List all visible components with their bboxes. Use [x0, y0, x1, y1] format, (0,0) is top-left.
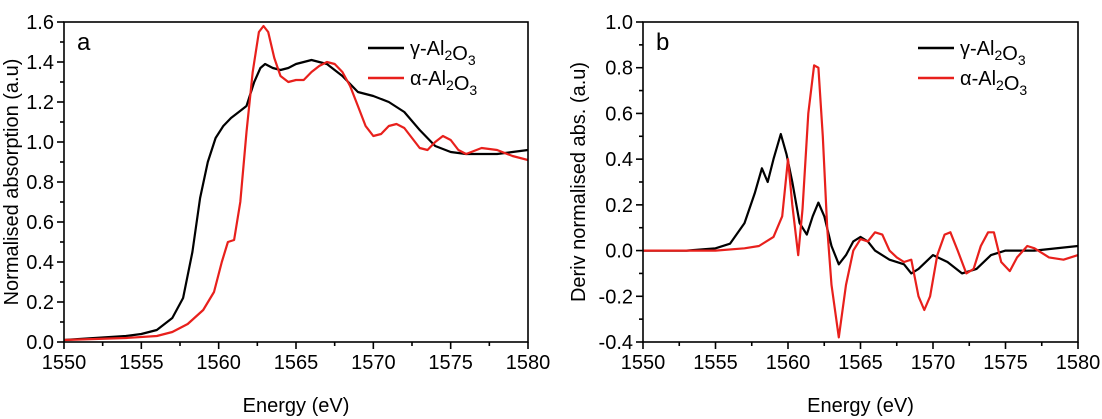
panel-letter: b: [656, 29, 669, 56]
y-tick-label: 0.6: [605, 103, 633, 125]
plot-frame: [642, 21, 1079, 343]
x-tick-label: 1550: [621, 352, 666, 374]
x-tick-label: 1580: [506, 352, 551, 374]
x-tick-label: 1575: [428, 352, 473, 374]
x-tick-label: 1570: [911, 352, 956, 374]
series-line-alpha: [643, 64, 1078, 339]
x-tick-label: 1570: [351, 352, 396, 374]
chart-panel-a: 1550 1555 1560 1565 1570 1575 1580 0.0 0.2 0.4 0.6…: [1, 12, 550, 417]
x-tick-label: 1575: [983, 352, 1028, 374]
x-tick-label: 1555: [693, 352, 738, 374]
x-tick-label: 1560: [766, 352, 811, 374]
y-tick-label: 0.4: [605, 149, 633, 171]
series-line-gamma: [643, 132, 1078, 275]
panel-letter: a: [77, 29, 91, 56]
x-axis-title: Energy (eV): [807, 395, 914, 417]
y-tick-label: 1.4: [26, 52, 54, 74]
x-tick-label: 1550: [42, 352, 87, 374]
y-tick-label: 0.0: [26, 332, 54, 354]
legend-label: α-Al2O3: [960, 68, 1027, 98]
plot-frame: [63, 21, 529, 343]
y-tick-label: -0.2: [599, 286, 633, 308]
y-tick-label: 0.2: [26, 292, 54, 314]
y-tick-label: 0.8: [605, 58, 633, 80]
legend-label: γ-Al2O3: [960, 38, 1026, 68]
series-line-gamma: [64, 58, 528, 342]
y-tick-label: 0.4: [26, 252, 54, 274]
x-axis-title: Energy (eV): [243, 395, 350, 417]
y-tick-label: 1.2: [26, 92, 54, 114]
y-tick-label: 1.6: [26, 12, 54, 34]
y-tick-label: 0.8: [26, 172, 54, 194]
legend-label: γ-Al2O3: [410, 38, 476, 68]
x-tick-label: 1555: [119, 352, 164, 374]
y-tick-label: 0.6: [26, 212, 54, 234]
x-tick-label: 1565: [838, 352, 883, 374]
chart-panel-b: 1550 1555 1560 1565 1570 1575 1580 -0.4 -0.2 0.0 0…: [568, 12, 1100, 417]
x-tick-label: 1565: [274, 352, 319, 374]
x-tick-label: 1560: [196, 352, 241, 374]
y-tick-label: 0.0: [605, 241, 633, 263]
y-axis-title: Deriv normalised abs. (a.u): [568, 62, 590, 302]
y-tick-label: -0.4: [599, 332, 633, 354]
legend-label: α-Al2O3: [410, 68, 477, 98]
y-tick-label: 0.2: [605, 195, 633, 217]
y-tick-label: 1.0: [605, 12, 633, 34]
y-tick-label: 1.0: [26, 132, 54, 154]
series-line-alpha: [64, 24, 528, 342]
y-axis-title: Normalised absorption (a.u): [1, 59, 23, 306]
x-tick-label: 1580: [1056, 352, 1101, 374]
